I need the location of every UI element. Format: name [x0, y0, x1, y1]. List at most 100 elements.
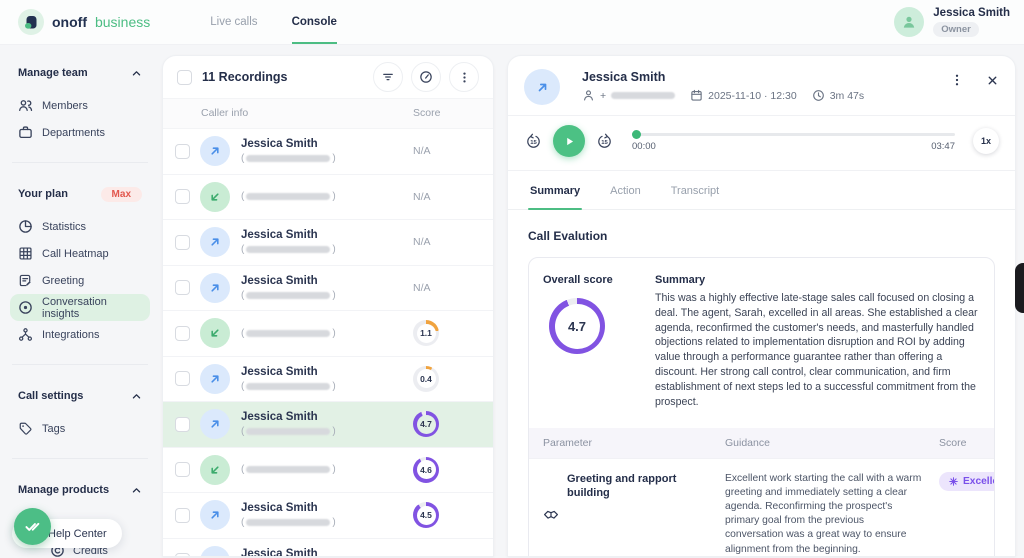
members-icon: [18, 98, 33, 113]
recording-row[interactable]: Jessica Smith () N/A: [163, 129, 493, 175]
detail-actions: [950, 73, 999, 87]
row-checkbox[interactable]: [175, 234, 190, 250]
recording-row[interactable]: Jessica Smith () 4.7: [163, 402, 493, 448]
user-menu[interactable]: Jessica Smith Owner: [894, 7, 1010, 37]
clock-icon: [812, 89, 825, 102]
tab-summary[interactable]: Summary: [528, 171, 583, 210]
help-widget-button[interactable]: [14, 508, 51, 545]
score-badge-label: Excellent: [963, 475, 994, 487]
sidebar-item-label: Call Heatmap: [42, 247, 109, 260]
sidebar-section-header-call-settings[interactable]: Call settings: [10, 381, 150, 411]
caller-name: Jessica Smith: [241, 229, 318, 242]
logo-word-business: business: [94, 14, 151, 30]
sidebar-item-conversation-insights[interactable]: Conversation insights: [10, 294, 150, 321]
caller-info: Jessica Smith (): [241, 502, 336, 528]
sidebar-item-statistics[interactable]: Statistics: [10, 213, 150, 240]
tab-action[interactable]: Action: [610, 185, 641, 197]
score-ring: 0.4: [413, 365, 439, 392]
recording-row[interactable]: Jessica Smith () N/A: [163, 220, 493, 266]
kebab-icon[interactable]: [950, 73, 964, 87]
more-options-button[interactable]: [449, 62, 479, 92]
call-duration-text: 3m 47s: [829, 89, 865, 102]
filter-icon: [381, 70, 395, 84]
heatmap-icon: [18, 246, 33, 261]
row-checkbox[interactable]: [175, 371, 190, 387]
sidebar-item-label: Integrations: [42, 328, 100, 341]
recording-row[interactable]: () N/A: [163, 175, 493, 220]
score-cell: N/A: [413, 236, 431, 248]
call-detail-panel: Jessica Smith + 2025-11-10 · 12:30 3m 47…: [507, 55, 1016, 557]
row-checkbox[interactable]: [175, 280, 190, 296]
row-checkbox[interactable]: [175, 462, 190, 478]
sidebar-item-label: Departments: [42, 126, 105, 139]
sidebar-section-header-manage-products[interactable]: Manage products: [10, 475, 150, 505]
caller-name: Jessica Smith: [241, 274, 318, 287]
score-filter-button[interactable]: [411, 62, 441, 92]
forward-15-button[interactable]: 15: [595, 132, 614, 151]
overall-score-block: Overall score 4.7: [543, 274, 635, 410]
tab-transcript[interactable]: Transcript: [670, 185, 720, 197]
row-checkbox[interactable]: [175, 553, 190, 556]
statistics-icon: [18, 219, 33, 234]
sidebar-section-header-your-plan[interactable]: Your plan Max: [10, 179, 150, 209]
column-score: Score: [413, 107, 441, 119]
sidebar-item-departments[interactable]: Departments: [10, 119, 150, 146]
caller-phone: +: [582, 89, 676, 102]
sidebar-item-members[interactable]: Members: [10, 92, 150, 119]
svg-text:15: 15: [530, 139, 537, 145]
sidebar-divider: [12, 364, 148, 365]
sidebar-item-label: Conversation insights: [42, 295, 107, 320]
row-checkbox[interactable]: [175, 325, 190, 341]
nav-console[interactable]: Console: [291, 0, 337, 44]
score-na: N/A: [413, 281, 431, 294]
help-center-label: Help Center: [48, 527, 107, 540]
sidebar-item-greeting[interactable]: Greeting: [10, 267, 150, 294]
topbar: onoff business Live calls Console Jessic…: [0, 0, 1024, 45]
rewind-15-button[interactable]: 15: [524, 132, 543, 151]
call-direction-avatar: [200, 181, 230, 212]
app-logo[interactable]: onoff business: [18, 9, 150, 35]
row-checkbox[interactable]: [175, 143, 190, 159]
row-checkbox[interactable]: [175, 189, 190, 205]
close-icon[interactable]: [986, 74, 999, 87]
insights-icon: [18, 300, 33, 315]
double-check-icon: [23, 517, 42, 536]
sidebar-item-call-heatmap[interactable]: Call Heatmap: [10, 240, 150, 267]
summary-text: This was a highly effective late-stage s…: [655, 292, 978, 408]
detail-body: Call Evalution Overall score 4.7 Summary…: [508, 210, 1015, 556]
score-cell: N/A: [413, 191, 431, 203]
sidebar-item-integrations[interactable]: Integrations: [10, 321, 150, 348]
evaluation-card: Overall score 4.7 Summary This was a hig…: [528, 257, 995, 556]
playback-speed-button[interactable]: 1x: [973, 128, 999, 154]
progress-track[interactable]: [632, 133, 955, 136]
sidebar-section: Your plan Max Statistics Call Heatmap Greeti…: [10, 179, 150, 348]
score-cell: Excellent: [939, 471, 994, 556]
chevron-up-icon: [131, 485, 142, 496]
recording-row[interactable]: Jessica Smith(): [163, 539, 493, 556]
score-na: N/A: [413, 236, 431, 249]
sidebar-item-tags[interactable]: Tags: [10, 415, 150, 442]
sidebar-section-header-manage-team[interactable]: Manage team: [10, 58, 150, 88]
progress-handle[interactable]: [632, 130, 641, 139]
edge-widget-tab[interactable]: [1015, 263, 1024, 313]
recording-row[interactable]: Jessica Smith () 4.5: [163, 493, 493, 539]
call-direction-avatar: [200, 409, 230, 440]
row-checkbox[interactable]: [175, 416, 190, 432]
score-value: 1.1: [420, 328, 432, 339]
recording-row[interactable]: Jessica Smith () 0.4: [163, 357, 493, 402]
sidebar-section: Manage team Members Departments: [10, 58, 150, 146]
recording-row[interactable]: () 4.6: [163, 448, 493, 493]
filter-button[interactable]: [373, 62, 403, 92]
sidebar-section-title: Manage products: [18, 484, 110, 496]
caller-info: Jessica Smith (): [241, 411, 336, 437]
masked-prefix: +: [600, 89, 607, 102]
masked-number: (): [241, 327, 336, 339]
select-all-checkbox[interactable]: [177, 69, 192, 85]
recording-row[interactable]: Jessica Smith () N/A: [163, 266, 493, 311]
outgoing-arrow-icon: [208, 417, 222, 431]
nav-live-calls[interactable]: Live calls: [210, 16, 258, 28]
recording-row[interactable]: () 1.1: [163, 311, 493, 357]
outgoing-arrow-icon: [208, 372, 222, 386]
row-checkbox[interactable]: [175, 507, 190, 523]
play-button[interactable]: [553, 125, 585, 157]
